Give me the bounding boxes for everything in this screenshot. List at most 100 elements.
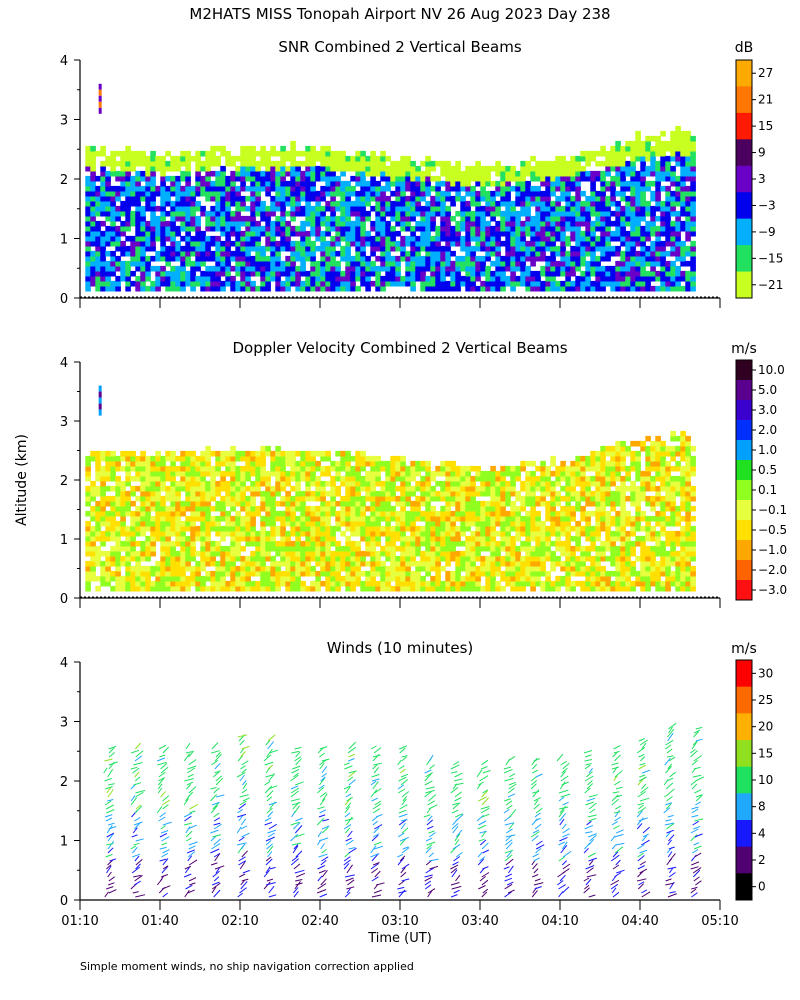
colorbar-swatch [736,271,752,299]
y-tick-label: 4 [60,356,68,371]
panel-3: Winds (10 minutes) m/s 0 1 2 3 4 01:10 01:40 02:1… [60,639,773,929]
colorbar-label: 9 [758,146,766,160]
colorbar-label: −21 [758,278,783,292]
colorbar-swatch [736,793,752,821]
panel-title: Winds (10 minutes) [327,639,474,657]
colorbar-swatch [736,686,752,714]
colorbar-label: 25 [758,693,773,707]
x-tick-label: 02:40 [301,914,338,929]
colorbar-label: 1.0 [758,443,777,457]
y-tick-label: 1 [60,835,68,850]
colorbar-swatch [736,420,752,441]
y-tick-label: 0 [60,592,68,607]
colorbar-label: 2 [758,853,766,867]
colorbar-label: 3.0 [758,403,777,417]
colorbar-swatch [736,360,752,381]
panel-2: Doppler Velocity Combined 2 Vertical Bea… [60,339,787,608]
altitude-axis-label: Altitude (km) [14,434,30,526]
colorbar-swatch [736,86,752,114]
colorbar-label: −0.5 [758,523,787,537]
colorbar-swatch [736,165,752,193]
y-tick-label: 1 [60,233,68,248]
x-tick-label: 03:40 [461,914,498,929]
colorbar-swatch [736,660,752,688]
colorbar-swatch [736,400,752,421]
colorbar-swatch [736,560,752,581]
panel-title: SNR Combined 2 Vertical Beams [278,38,521,56]
colorbar-swatch [736,139,752,167]
x-tick-label: 04:10 [541,914,578,929]
y-tick-label: 3 [60,114,68,129]
colorbar-swatch [736,500,752,521]
panel-title: Doppler Velocity Combined 2 Vertical Bea… [232,339,567,357]
colorbar-label: 8 [758,800,766,814]
plot-content [80,83,720,298]
colorbar-label: 4 [758,826,766,840]
y-tick-label: 1 [60,533,68,548]
x-tick-label: 03:10 [381,914,418,929]
y-tick-label: 2 [60,474,68,489]
colorbar-label: −0.1 [758,503,787,517]
y-tick-label: 4 [60,656,68,671]
colorbar-swatch [736,873,752,901]
colorbar-label: 3 [758,172,766,186]
footnote: Simple moment winds, no ship navigation … [80,960,414,973]
figure-title: M2HATS MISS Tonopah Airport NV 26 Aug 20… [189,5,610,23]
colorbar-label: 0.5 [758,463,777,477]
time-axis-label: Time (UT) [367,931,432,946]
colorbar-swatch [736,766,752,794]
colorbar-label: −2.0 [758,563,787,577]
colorbar-label: −1.0 [758,543,787,557]
colorbar-swatch [736,846,752,874]
colorbar-label: 10.0 [758,363,785,377]
panel-1: SNR Combined 2 Vertical Beams dB 0 1 2 3 4 27 21… [60,38,783,308]
units-label: m/s [731,341,757,357]
colorbar-swatch [736,480,752,501]
colorbar-label: 5.0 [758,383,777,397]
colorbar-label: −3 [758,198,776,212]
y-tick-label: 0 [60,894,68,909]
colorbar-label: 21 [758,93,773,107]
colorbar-swatch [736,440,752,461]
colorbar-label: 20 [758,720,773,734]
colorbar-label: −3.0 [758,583,787,597]
colorbar-label: 10 [758,773,773,787]
x-tick-label: 01:40 [141,914,178,929]
y-tick-label: 2 [60,775,68,790]
colorbar-swatch [736,540,752,561]
colorbar-swatch [736,520,752,541]
colorbar: 27 21 15 9 3 −3 −9 −15 −21 [735,59,783,299]
plot-content [103,722,705,898]
units-label: dB [735,40,754,56]
colorbar-label: 0 [758,880,766,894]
y-tick-label: 3 [60,415,68,430]
x-tick-label: 02:10 [221,914,258,929]
colorbar: 10.0 5.0 3.0 2.0 1.0 0.5 0.1 −0.1 −0.5 −1.0 −2.0 −3… [735,359,787,601]
colorbar-swatch [736,245,752,273]
colorbar-label: 27 [758,66,773,80]
plot-content [80,385,720,598]
colorbar-swatch [736,580,752,601]
colorbar-swatch [736,192,752,220]
x-tick-label: 01:10 [61,914,98,929]
colorbar-swatch [736,380,752,401]
colorbar-swatch [736,218,752,246]
colorbar-swatch [736,60,752,87]
colorbar-swatch [736,740,752,768]
y-tick-label: 0 [60,292,68,307]
y-tick-label: 4 [60,54,68,69]
colorbar-swatch [736,713,752,741]
panels: SNR Combined 2 Vertical Beams dB012342721… [60,38,787,929]
y-tick-label: 3 [60,716,68,731]
colorbar-label: 15 [758,746,773,760]
colorbar-label: −15 [758,251,783,265]
x-tick-label: 05:10 [701,914,738,929]
colorbar-label: 15 [758,119,773,133]
colorbar-swatch [736,820,752,848]
colorbar-label: 30 [758,666,773,680]
colorbar-swatch [736,460,752,481]
colorbar-label: −9 [758,225,776,239]
y-tick-label: 2 [60,173,68,188]
units-label: m/s [731,641,757,657]
